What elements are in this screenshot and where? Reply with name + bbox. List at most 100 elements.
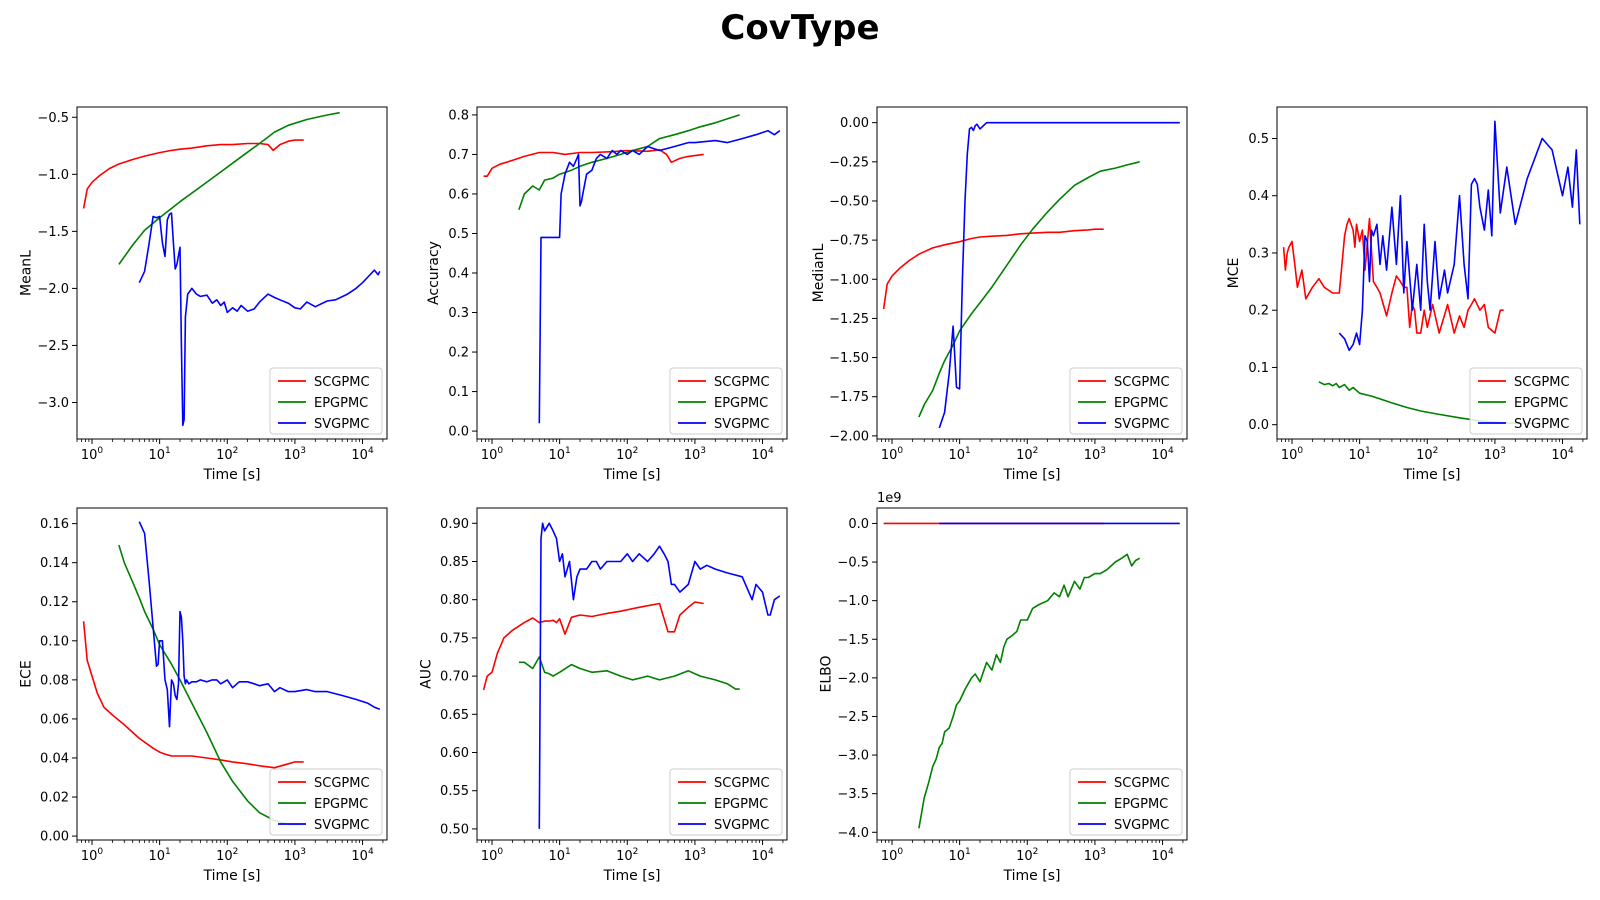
legend: SCGPMC EPGPMC SVGPMC bbox=[269, 367, 383, 435]
y-tick-label: 0.7 bbox=[448, 148, 469, 163]
subplot-medianl: 100 101 102 103 104 Time [s] −2.00 −1.75 −1.50 −1… bbox=[811, 106, 1188, 483]
legend-label-epgpmc: EPGPMC bbox=[314, 797, 368, 812]
y-tick-label: 0.0 bbox=[848, 517, 869, 532]
x-tick-label: 102 bbox=[616, 847, 638, 864]
x-axis-label: Time [s] bbox=[203, 467, 261, 483]
series-line-svgpmc bbox=[538, 522, 781, 829]
y-axis-label: Accuracy bbox=[426, 241, 442, 305]
legend-label-epgpmc: EPGPMC bbox=[714, 396, 768, 411]
x-tick-label: 100 bbox=[81, 446, 104, 463]
x-tick-label: 103 bbox=[684, 847, 706, 864]
series-line-scgpmc bbox=[483, 148, 704, 177]
y-axis-label: ECE bbox=[19, 660, 35, 687]
y-tick-label: 0.10 bbox=[40, 634, 69, 649]
y-tick-label: −1.00 bbox=[829, 273, 869, 288]
axes-frame bbox=[876, 106, 1188, 440]
x-tick-label: 103 bbox=[284, 446, 306, 463]
x-tick-label: 101 bbox=[1348, 446, 1370, 463]
series-line-svgpmc bbox=[138, 212, 381, 427]
series-line-epgpmc bbox=[118, 111, 340, 265]
x-tick-label: 100 bbox=[881, 446, 904, 463]
y-tick-label: 0.06 bbox=[40, 712, 69, 727]
series-line-svgpmc bbox=[1338, 120, 1581, 352]
legend: SCGPMC EPGPMC SVGPMC bbox=[269, 768, 383, 836]
y-axis-label: MedianL bbox=[811, 243, 827, 302]
y-tick-label: 0.90 bbox=[440, 517, 469, 532]
series-line-svgpmc bbox=[938, 121, 1180, 429]
x-axis-label: Time [s] bbox=[203, 868, 261, 884]
legend: SCGPMC EPGPMC SVGPMC bbox=[669, 768, 783, 836]
y-axis-label: MCE bbox=[1226, 258, 1242, 289]
x-tick-label: 103 bbox=[684, 446, 706, 463]
x-tick-label: 104 bbox=[351, 446, 374, 463]
legend-label-scgpmc: SCGPMC bbox=[1514, 375, 1570, 390]
legend-label-epgpmc: EPGPMC bbox=[314, 396, 368, 411]
legend-label-scgpmc: SCGPMC bbox=[714, 776, 770, 791]
legend-label-scgpmc: SCGPMC bbox=[314, 776, 370, 791]
series-line-epgpmc bbox=[918, 553, 1141, 829]
subplot-ece: 100 101 102 103 104 Time [s] 0.00 0.02 0.04 0.06 0… bbox=[19, 507, 388, 884]
y-tick-label: 0.04 bbox=[40, 751, 69, 766]
y-tick-label: −2.0 bbox=[37, 282, 69, 297]
x-tick-label: 101 bbox=[948, 847, 970, 864]
y-tick-label: −0.75 bbox=[829, 234, 869, 249]
y-tick-label: 0.08 bbox=[40, 673, 69, 688]
series-line-epgpmc bbox=[518, 114, 740, 211]
y-tick-label: 0.4 bbox=[1248, 189, 1269, 204]
x-tick-label: 104 bbox=[1151, 446, 1174, 463]
y-tick-label: −0.50 bbox=[829, 194, 869, 209]
axes-frame bbox=[876, 507, 1188, 841]
x-axis-label: Time [s] bbox=[1003, 868, 1061, 884]
y-tick-label: −1.5 bbox=[37, 225, 69, 240]
x-tick-label: 100 bbox=[481, 847, 504, 864]
y-tick-label: −1.25 bbox=[829, 312, 869, 327]
x-tick-label: 104 bbox=[351, 847, 374, 864]
legend: SCGPMC EPGPMC SVGPMC bbox=[1069, 367, 1183, 435]
y-tick-label: −3.0 bbox=[37, 396, 69, 411]
x-tick-label: 101 bbox=[948, 446, 970, 463]
legend-box bbox=[269, 367, 383, 435]
series-line-svgpmc bbox=[138, 521, 381, 728]
y-tick-label: −2.5 bbox=[837, 710, 869, 725]
legend-box bbox=[269, 768, 383, 836]
series-line-epgpmc bbox=[118, 544, 301, 826]
legend-label-svgpmc: SVGPMC bbox=[714, 417, 769, 432]
y-axis-label: ELBO bbox=[819, 655, 835, 692]
legend-label-svgpmc: SVGPMC bbox=[314, 818, 369, 833]
legend-label-epgpmc: EPGPMC bbox=[1114, 797, 1168, 812]
x-tick-label: 103 bbox=[1084, 446, 1106, 463]
subplot-accuracy: 100 101 102 103 104 Time [s] 0.0 0.1 0.2 0.3 0.4 0.… bbox=[426, 106, 788, 483]
y-tick-label: 0.6 bbox=[448, 187, 469, 202]
y-tick-label: 0.5 bbox=[1248, 132, 1269, 147]
x-tick-label: 103 bbox=[284, 847, 306, 864]
y-tick-label: 0.14 bbox=[40, 556, 69, 571]
legend-label-svgpmc: SVGPMC bbox=[714, 818, 769, 833]
y-tick-label: 0.0 bbox=[1248, 418, 1269, 433]
y-tick-label: −1.75 bbox=[829, 390, 869, 405]
y-tick-label: −1.0 bbox=[37, 168, 69, 183]
x-tick-label: 100 bbox=[481, 446, 504, 463]
x-tick-label: 104 bbox=[1551, 446, 1574, 463]
y-tick-label: 0.2 bbox=[448, 346, 469, 361]
y-tick-label: −4.0 bbox=[837, 826, 869, 841]
legend-box bbox=[669, 367, 783, 435]
legend: SCGPMC EPGPMC SVGPMC bbox=[669, 367, 783, 435]
y-tick-label: −0.5 bbox=[837, 556, 869, 571]
y-tick-label: −1.50 bbox=[829, 351, 869, 366]
legend-box bbox=[1069, 367, 1183, 435]
y-tick-label: 0.02 bbox=[40, 791, 69, 806]
y-tick-label: −0.25 bbox=[829, 155, 869, 170]
y-tick-label: 0.5 bbox=[448, 227, 469, 242]
y-tick-label: 0.00 bbox=[40, 830, 69, 845]
legend-label-scgpmc: SCGPMC bbox=[314, 375, 370, 390]
legend: SCGPMC EPGPMC SVGPMC bbox=[1069, 768, 1183, 836]
y-axis-label: MeanL bbox=[19, 250, 35, 296]
x-tick-label: 103 bbox=[1484, 446, 1506, 463]
y-tick-label: 0.55 bbox=[440, 784, 469, 799]
series-line-scgpmc bbox=[82, 621, 304, 769]
series-line-scgpmc bbox=[1282, 217, 1504, 334]
legend-label-svgpmc: SVGPMC bbox=[1514, 417, 1569, 432]
x-tick-label: 102 bbox=[1416, 446, 1438, 463]
legend-box bbox=[669, 768, 783, 836]
